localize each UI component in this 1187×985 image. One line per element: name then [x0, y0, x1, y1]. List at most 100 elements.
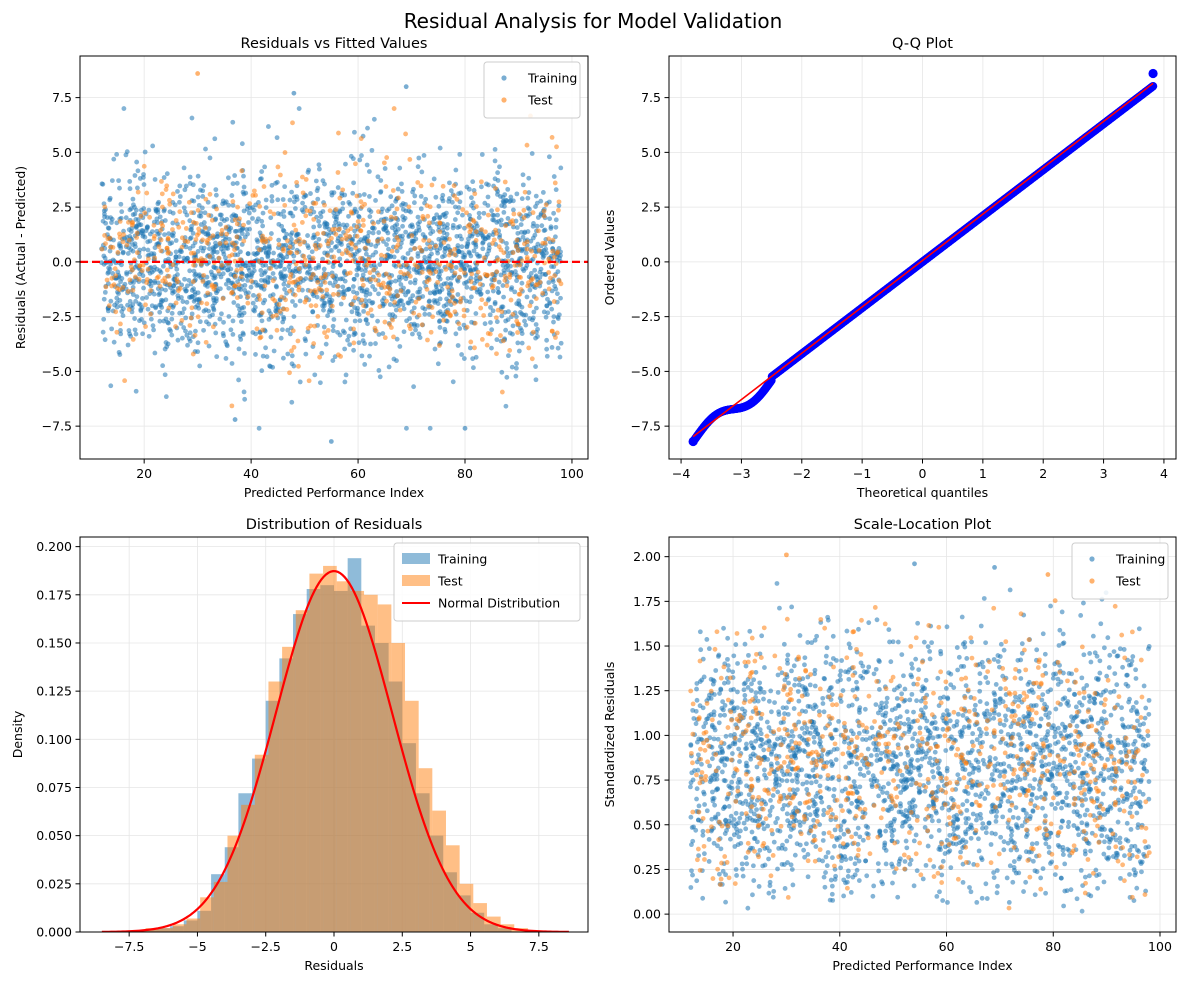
scatter-point [519, 248, 525, 254]
scatter-point [493, 230, 499, 236]
scatter-point [106, 265, 112, 271]
scatter-point [376, 230, 382, 235]
scatter-point [212, 136, 218, 142]
scatter-point [1040, 692, 1046, 697]
scatter-point [534, 305, 539, 311]
scatter-point [858, 673, 864, 679]
scatter-point [204, 301, 210, 307]
scatter-point [170, 227, 175, 232]
scatter-point [219, 262, 225, 268]
scatter-point [116, 178, 122, 184]
scatter-point [440, 235, 446, 241]
scatter-point [471, 248, 477, 254]
scatter-point [387, 322, 393, 327]
scatter-point [270, 271, 276, 276]
scatter-point [465, 223, 471, 229]
scatter-point [361, 308, 367, 314]
scatter-point [360, 282, 366, 288]
scatter-point [322, 221, 327, 227]
scatter-point [856, 858, 862, 864]
scatter-point [260, 327, 266, 333]
scatter-point [543, 246, 549, 252]
scatter-point [262, 245, 268, 251]
scatter-point [281, 214, 287, 219]
normal-distribution-curve [101, 570, 569, 932]
scatter-point [403, 276, 409, 282]
scatter-point [516, 211, 522, 217]
scatter-point [969, 739, 975, 745]
scatter-point [400, 302, 406, 308]
scatter-point [329, 303, 335, 309]
scatter-point [455, 343, 461, 348]
scatter-point [340, 291, 346, 297]
scatter-point [160, 363, 166, 369]
scatter-point [190, 230, 196, 236]
scatter-point [169, 332, 175, 338]
scatter-point [781, 802, 787, 808]
scatter-point [405, 271, 411, 277]
scatter-point [767, 879, 773, 885]
scatter-point [314, 188, 320, 194]
scatter-point [457, 224, 463, 229]
scatter-point [1055, 842, 1061, 848]
scatter-point [344, 287, 350, 293]
scatter-point [411, 384, 417, 390]
scatter-point [807, 682, 813, 688]
scatter-point [286, 280, 292, 285]
x-tick-label: 100 [560, 466, 584, 481]
scatter-point [1055, 676, 1061, 682]
scatter-point [232, 417, 238, 422]
scatter-point [145, 256, 151, 262]
scatter-point [370, 225, 376, 231]
scatter-point [248, 274, 254, 280]
scatter-point [409, 241, 415, 246]
scatter-point [223, 339, 229, 345]
scatter-point [203, 196, 209, 202]
scatter-point [955, 667, 961, 673]
scatter-point [1135, 825, 1141, 831]
scatter-point [544, 303, 550, 309]
scatter-point [494, 319, 500, 325]
scatter-point [397, 307, 403, 313]
scatter-point [236, 377, 242, 383]
scatter-point [119, 309, 125, 314]
scatter-point [367, 214, 373, 219]
scatter-point [105, 308, 111, 314]
scatter-point [234, 267, 240, 273]
scatter-point [462, 425, 468, 431]
scatter-point [181, 165, 187, 171]
scatter-point [479, 297, 485, 303]
scatter-point [487, 331, 493, 337]
scatter-point [253, 279, 259, 285]
scatter-point [170, 262, 176, 268]
scatter-point [210, 324, 216, 330]
scatter-point [262, 283, 268, 289]
scatter-point [785, 660, 790, 666]
scatter-point [399, 181, 404, 187]
scatter-point [485, 203, 491, 208]
scatter-point [728, 813, 734, 819]
scatter-point [310, 255, 316, 261]
scatter-point [496, 279, 502, 285]
scatter-point [365, 321, 370, 327]
scatter-point [455, 210, 461, 216]
scatter-point [363, 251, 369, 257]
scatter-point [144, 190, 150, 196]
scatter-point [109, 178, 115, 184]
scatter-point [360, 272, 366, 278]
scatter-point [166, 305, 172, 311]
scatter-point [368, 209, 374, 215]
scatter-point [440, 198, 446, 204]
scatter-point [764, 719, 770, 725]
scatter-point [187, 323, 193, 328]
scatter-point [312, 372, 318, 378]
scatter-point [211, 286, 217, 292]
scatter-point [330, 323, 336, 329]
scatter-point [449, 288, 455, 294]
scatter-point [454, 196, 460, 202]
scatter-point [415, 264, 420, 270]
scatter-point [132, 173, 138, 178]
scatter-point [101, 253, 107, 259]
scatter-point [273, 283, 279, 289]
scatter-point [187, 218, 193, 224]
